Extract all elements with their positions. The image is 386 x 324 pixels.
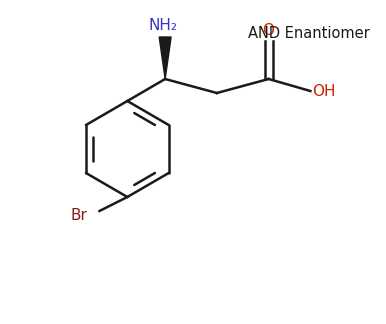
Text: OH: OH xyxy=(312,84,336,98)
Text: NH₂: NH₂ xyxy=(149,18,178,33)
Text: AND Enantiomer: AND Enantiomer xyxy=(247,27,369,41)
Polygon shape xyxy=(159,37,171,79)
Text: O: O xyxy=(262,23,274,38)
Text: Br: Br xyxy=(71,207,88,223)
